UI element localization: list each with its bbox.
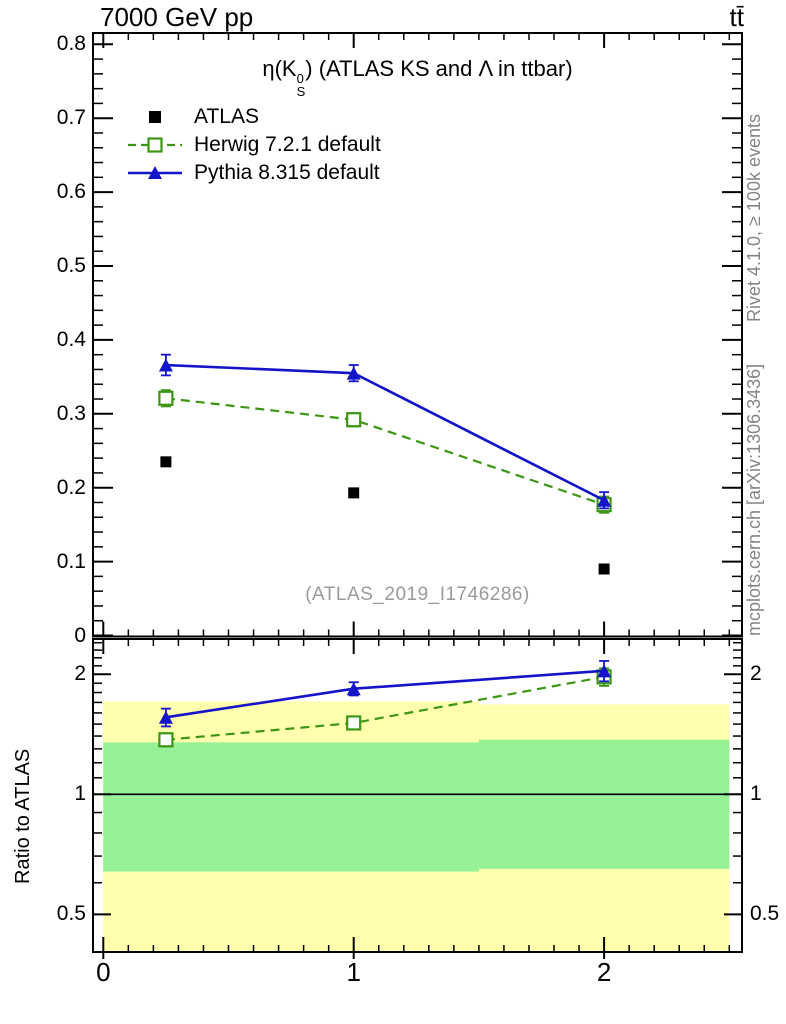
ratio-y-tick-label-left: 1	[74, 782, 86, 806]
main-y-tick-label: 0.8	[56, 32, 86, 56]
main-y-tick-label: 0.3	[56, 401, 86, 425]
x-tick-label: 1	[346, 957, 361, 987]
analysis-watermark: (ATLAS_2019_I1746286)	[305, 584, 530, 605]
legend-row-herwig: Herwig 7.2.1 default	[126, 131, 381, 159]
legend-row-pythia: Pythia 8.315 default	[126, 159, 381, 187]
ratio-y-tick-label-right: 1	[750, 782, 762, 806]
series-atlas	[160, 456, 610, 575]
main-y-tick-label: 0.6	[56, 180, 86, 204]
atlas-marker-icon	[149, 111, 161, 123]
plot-title: η(K 0 S) (ATLAS KS and Λ in ttbar)	[93, 56, 742, 99]
ratio-axis-title: Ratio to ATLAS	[12, 748, 34, 884]
header-process: tt̄	[729, 2, 744, 32]
main-y-tick-label: 0.2	[56, 475, 86, 499]
legend-row-atlas: ATLAS	[126, 103, 381, 131]
series-ratio-pythia	[158, 660, 612, 728]
axis-ticks	[93, 33, 742, 959]
legend-label-herwig: Herwig 7.2.1 default	[194, 133, 381, 156]
rivet-version-label: Rivet 4.1.0, ≥ 100k events	[744, 114, 764, 322]
main-y-tick-label: 0.1	[56, 549, 86, 573]
main-y-tick-label: 0.7	[56, 106, 86, 130]
mcplots-arxiv-label: mcplots.cern.ch [arXiv:1306.3436]	[744, 363, 764, 636]
plot-title-suffix: ) (ATLAS KS and Λ in ttbar)	[305, 56, 573, 81]
plot-title-prefix: η(K	[262, 56, 297, 81]
x-tick-label: 0	[96, 957, 111, 987]
main-y-tick-label: 0.4	[56, 327, 86, 351]
main-y-tick-label: 0.5	[56, 254, 86, 277]
legend: ATLAS Herwig 7.2.1 default Pythia 8.315 …	[126, 103, 381, 187]
header-beam-energy: 7000 GeV pp	[100, 2, 254, 32]
ratio-y-tick-label-left: 0.5	[56, 902, 86, 926]
series-herwig	[158, 389, 612, 514]
x-tick-label: 2	[596, 957, 612, 987]
legend-label-pythia: Pythia 8.315 default	[194, 161, 380, 184]
plot-title-sup: 0	[296, 71, 304, 86]
plot-title-sub: S	[296, 84, 306, 100]
ratio-y-tick-label-left: 2	[74, 662, 86, 686]
herwig-marker-icon	[128, 137, 182, 153]
ratio-bands	[103, 701, 730, 951]
pythia-marker-icon	[128, 166, 182, 179]
legend-label-atlas: ATLAS	[194, 105, 259, 128]
ratio-y-tick-label-right: 2	[750, 662, 762, 686]
series-pythia	[158, 353, 612, 510]
ratio-y-tick-label-right: 0.5	[750, 902, 780, 926]
main-y-tick-label: 0	[74, 623, 86, 647]
panel-frames	[92, 32, 743, 953]
